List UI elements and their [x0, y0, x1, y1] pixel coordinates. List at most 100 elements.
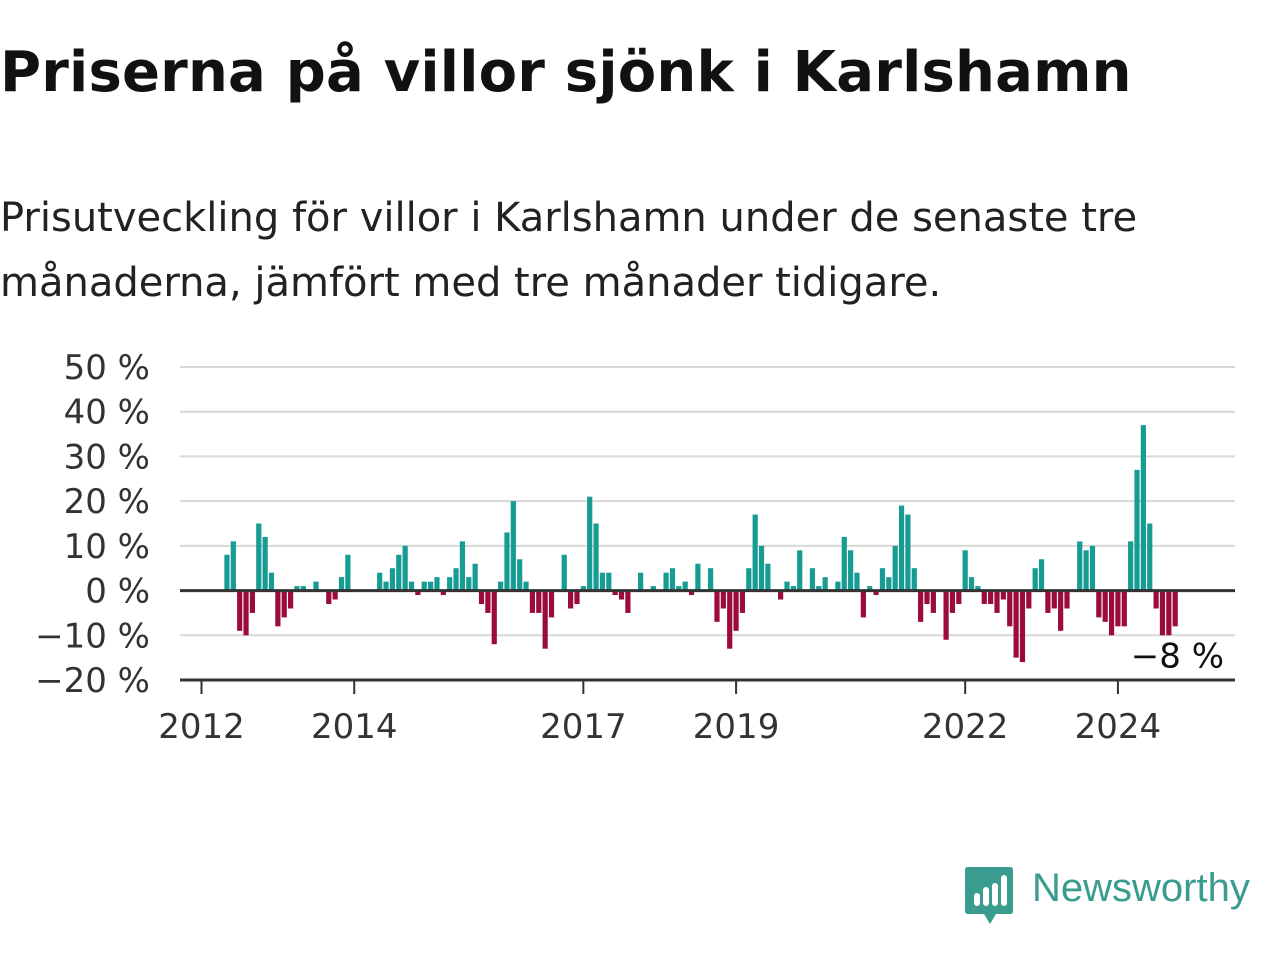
bar: [1128, 541, 1134, 591]
bar: [1153, 590, 1159, 609]
bar: [599, 572, 606, 591]
bar: [237, 590, 243, 631]
newsworthy-logo: Newsworthy: [964, 862, 1280, 928]
bar-series: [224, 425, 1178, 663]
bar: [924, 590, 930, 604]
bar: [867, 586, 873, 591]
bar: [421, 581, 427, 591]
bar: [758, 545, 765, 591]
bar: [243, 590, 249, 636]
bar: [625, 590, 631, 613]
bar: [580, 586, 586, 591]
bar: [1045, 590, 1051, 613]
bar: [663, 572, 669, 591]
bar: [383, 581, 389, 591]
bar: [281, 590, 287, 618]
bar: [300, 586, 306, 591]
bar: [854, 572, 860, 591]
y-tick-label: −20 %: [35, 661, 150, 701]
bar: [1115, 590, 1121, 627]
bar: [1000, 590, 1006, 600]
bar: [1147, 523, 1153, 591]
x-tick-label: 2024: [1075, 707, 1162, 740]
bar: [396, 554, 402, 591]
bar: [230, 541, 236, 591]
bar: [485, 590, 491, 613]
bar: [1038, 559, 1045, 591]
bar: [720, 590, 726, 609]
bar: [879, 568, 886, 591]
chart-subtitle: Prisutveckling för villor i Karlshamn un…: [0, 195, 1138, 306]
bar: [440, 590, 446, 596]
bar: [962, 550, 968, 591]
bar: [1159, 590, 1166, 636]
bar: [911, 568, 917, 591]
bar: [873, 590, 879, 596]
bar: [1026, 590, 1032, 609]
y-tick-label: 10 %: [64, 527, 150, 567]
brand-name: Newsworthy: [1032, 866, 1250, 910]
bar: [1096, 590, 1102, 618]
bar: [415, 590, 421, 596]
bar: [848, 550, 854, 591]
y-tick-label: −10 %: [35, 616, 150, 656]
bar: [1140, 425, 1146, 591]
bar: [517, 559, 523, 591]
bar: [618, 590, 625, 600]
bar: [790, 586, 796, 591]
bar: [447, 577, 453, 591]
bar: [733, 590, 739, 631]
bar: [949, 590, 956, 613]
bar: [606, 572, 612, 591]
bar: [428, 581, 434, 591]
bar-chart: 50 %40 %30 %20 %10 %0 %−10 %−20 % 2012 20…: [35, 348, 1235, 740]
bar: [256, 523, 262, 591]
x-tick-label: 2012: [158, 707, 245, 740]
bar: [1064, 590, 1070, 609]
bar: [988, 590, 994, 604]
x-tick-label: 2017: [540, 707, 627, 740]
bar: [478, 590, 485, 604]
x-tick-label: 2019: [693, 707, 780, 740]
bar: [434, 577, 440, 591]
bar: [746, 568, 752, 591]
bar: [918, 590, 924, 622]
bar: [313, 581, 319, 591]
bar: [1121, 590, 1127, 627]
bar: [1172, 590, 1178, 627]
bar: [886, 577, 892, 591]
bar: [491, 590, 497, 645]
bar: [835, 581, 841, 591]
bar: [288, 590, 294, 609]
bar: [459, 541, 466, 591]
bar: [669, 568, 676, 591]
last-value-label: −8 %: [1131, 637, 1224, 677]
x-tick-label: 2022: [922, 707, 1009, 740]
bar: [1051, 590, 1057, 609]
bar: [548, 590, 555, 618]
bar: [249, 590, 256, 613]
x-axis-ticks: 2012 2014 2017 2019 2022 2024: [158, 680, 1161, 740]
y-tick-label: 30 %: [64, 437, 150, 477]
y-tick-label: 50 %: [64, 348, 150, 388]
bar: [587, 496, 593, 591]
y-tick-label: 40 %: [64, 393, 150, 433]
bar: [472, 563, 478, 591]
bar: [1058, 590, 1064, 631]
bar: [714, 590, 720, 622]
bar: [345, 554, 351, 591]
bar: [377, 572, 383, 591]
bar: [1077, 541, 1083, 591]
bar: [727, 590, 733, 649]
bar: [930, 590, 936, 613]
newsworthy-logo-icon: [965, 867, 1013, 924]
bar: [682, 581, 688, 591]
bar: [1089, 545, 1096, 591]
bar: [1007, 590, 1013, 627]
bar: [739, 590, 746, 613]
bar: [784, 581, 790, 591]
bar: [529, 590, 536, 613]
bar: [981, 590, 987, 604]
bar: [892, 545, 898, 591]
bar: [905, 514, 911, 591]
